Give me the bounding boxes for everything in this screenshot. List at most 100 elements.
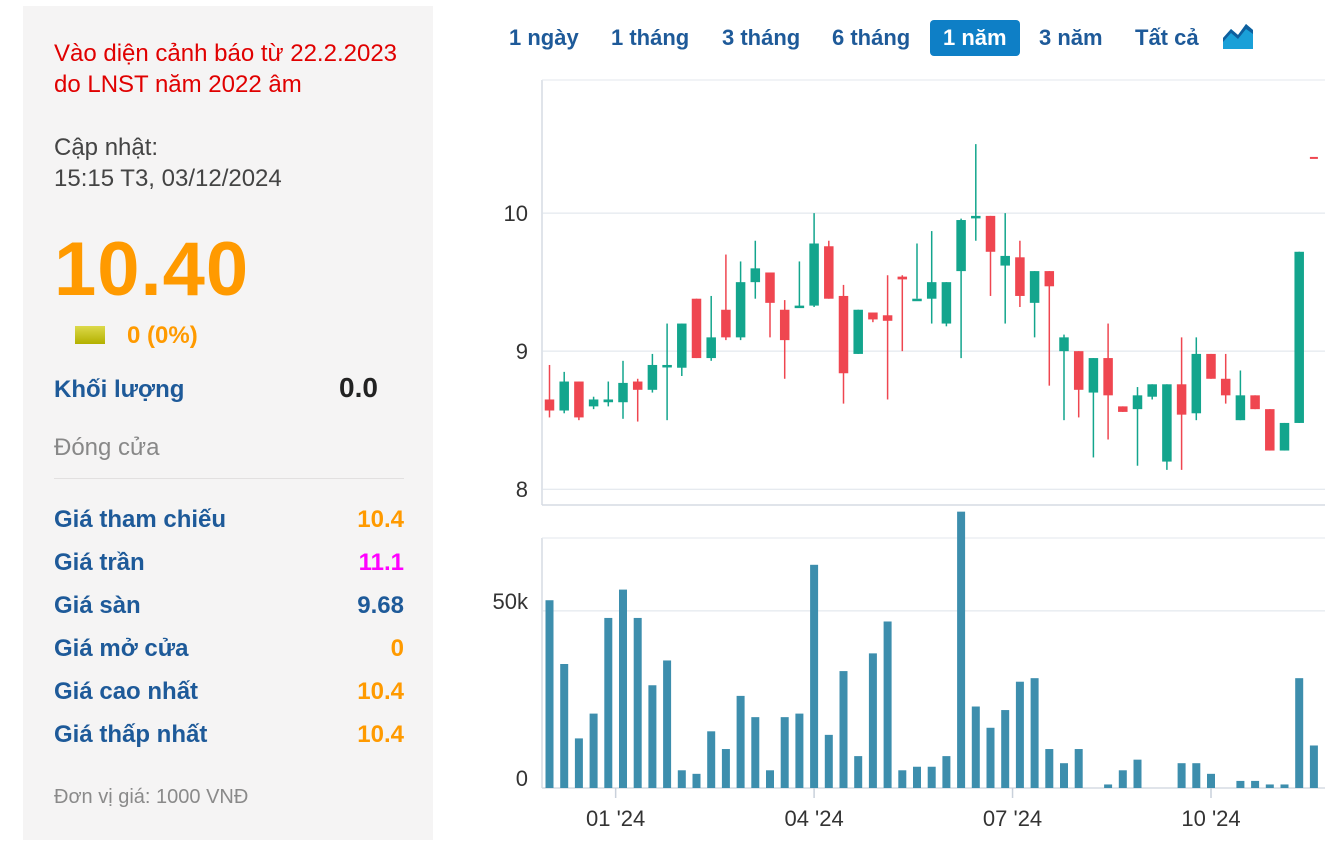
stat-value: 0	[390, 635, 404, 662]
volume-bar	[1251, 780, 1260, 788]
volume-bar	[942, 756, 951, 788]
tab-3-months[interactable]: 3 tháng	[722, 25, 801, 50]
candle-body	[1044, 271, 1055, 287]
candle-body	[662, 364, 672, 368]
volume-bar	[619, 589, 627, 788]
stat-row-high: Giá cao nhất 10.4	[54, 678, 404, 710]
warning-notice: Vào diện cảnh báo từ 22.2.2023 do LNST n…	[54, 40, 398, 98]
candle-body	[956, 220, 966, 272]
divider	[54, 478, 404, 479]
candle-body	[1191, 353, 1202, 414]
volume-bar	[795, 713, 804, 788]
candle-body	[1073, 351, 1084, 390]
candle-body	[1206, 353, 1216, 379]
stat-value: 11.1	[358, 549, 404, 576]
tab-1-month[interactable]: 1 tháng	[611, 25, 690, 50]
price-tick-label: 8	[516, 477, 528, 502]
change-indicator-icon	[75, 326, 105, 344]
candle-body	[1162, 384, 1172, 462]
x-tick-label: 04 '24	[784, 806, 843, 830]
volume-bar	[1309, 745, 1318, 788]
volume-bar	[1030, 678, 1039, 788]
volume-bar	[1045, 749, 1054, 788]
candle-body	[1176, 384, 1187, 415]
candle-body	[809, 243, 819, 306]
volume-bar	[1074, 749, 1083, 788]
volume-bar	[868, 653, 877, 788]
volume-bar	[1118, 770, 1127, 788]
tab-3-years[interactable]: 3 năm	[1039, 25, 1103, 50]
volume-value: 0.0	[339, 372, 378, 403]
tab-all[interactable]: Tất cả	[1135, 25, 1199, 50]
stat-label: Giá thấp nhất	[54, 721, 208, 748]
volume-bar	[574, 738, 583, 788]
stat-label: Giá sàn	[54, 592, 141, 619]
price-volume-chart: 8 9 10 0 50k 01 '24 04 '24 07 '24 10 '24	[493, 79, 1325, 830]
candle-body	[1250, 395, 1260, 410]
candle-body	[618, 382, 628, 403]
volume-tick-label: 50k	[493, 589, 529, 614]
candle-body	[1279, 422, 1290, 451]
volume-bar	[1207, 773, 1215, 788]
stat-value: 10.4	[357, 506, 404, 533]
candle-body	[882, 315, 893, 321]
period-tabs: 1 ngày 1 tháng 3 tháng 6 tháng 1 năm 3 n…	[496, 20, 1276, 58]
tab-6-months[interactable]: 6 tháng	[832, 25, 911, 50]
volume-bar	[986, 727, 995, 788]
x-tick-label: 07 '24	[983, 806, 1042, 830]
volume-bar	[1236, 780, 1245, 788]
chart-grid	[541, 79, 1325, 798]
candle-body	[897, 276, 908, 280]
candle-body	[1059, 337, 1069, 352]
candle-body	[971, 215, 981, 219]
tab-1-year[interactable]: 1 năm	[930, 20, 1020, 56]
candle-body	[912, 298, 922, 302]
area-chart-icon[interactable]	[1222, 20, 1254, 50]
updated-time: 15:15 T3, 03/12/2024	[54, 165, 282, 192]
volume-bar	[1104, 784, 1113, 788]
volume-bar	[1192, 763, 1201, 788]
stat-value: 10.4	[357, 721, 404, 748]
candle-body	[779, 309, 790, 341]
stat-row-low: Giá thấp nhất 10.4	[54, 721, 404, 753]
volume-bar	[721, 749, 730, 788]
volume-tick-label: 0	[516, 766, 528, 791]
candle-body	[544, 399, 555, 411]
candle-body	[941, 282, 952, 324]
candle-body	[765, 272, 775, 303]
volume-bar	[707, 731, 716, 788]
stat-row-reference: Giá tham chiếu 10.4	[54, 506, 404, 538]
volume-bar	[736, 695, 745, 788]
volume-bar	[854, 756, 863, 788]
candle-body	[1235, 395, 1246, 421]
volume-bar	[1295, 678, 1304, 788]
market-status: Đóng cửa	[54, 434, 160, 461]
candle-body	[691, 298, 702, 359]
candle-body	[926, 282, 937, 299]
tab-1-day[interactable]: 1 ngày	[509, 25, 579, 50]
stat-label: Giá mở cửa	[54, 635, 189, 662]
volume-bar	[663, 660, 672, 788]
candle-body	[1029, 271, 1040, 303]
volume-bar	[780, 717, 789, 788]
candle-body	[1294, 251, 1304, 423]
candle-body	[838, 295, 849, 374]
volume-bar	[839, 671, 848, 788]
candle-body	[1265, 409, 1275, 451]
candle-body	[1147, 384, 1157, 397]
axis-labels: 8 9 10 0 50k 01 '24 04 '24 07 '24 10 '24	[493, 201, 1241, 830]
stat-row-floor: Giá sàn 9.68	[54, 592, 404, 624]
volume-bar	[1177, 763, 1186, 788]
stat-value: 9.68	[357, 592, 404, 619]
stat-label: Giá trần	[54, 549, 145, 576]
volume-series	[545, 511, 1318, 788]
candle-body	[1220, 378, 1231, 396]
candle-body	[632, 381, 643, 390]
candle-body	[574, 381, 584, 418]
candle-body	[647, 364, 658, 390]
candle-body	[824, 246, 834, 299]
price-change: 0 (0%)	[127, 322, 198, 349]
candle-body	[1132, 395, 1143, 410]
volume-bar	[560, 664, 569, 788]
volume-bar	[589, 713, 598, 788]
